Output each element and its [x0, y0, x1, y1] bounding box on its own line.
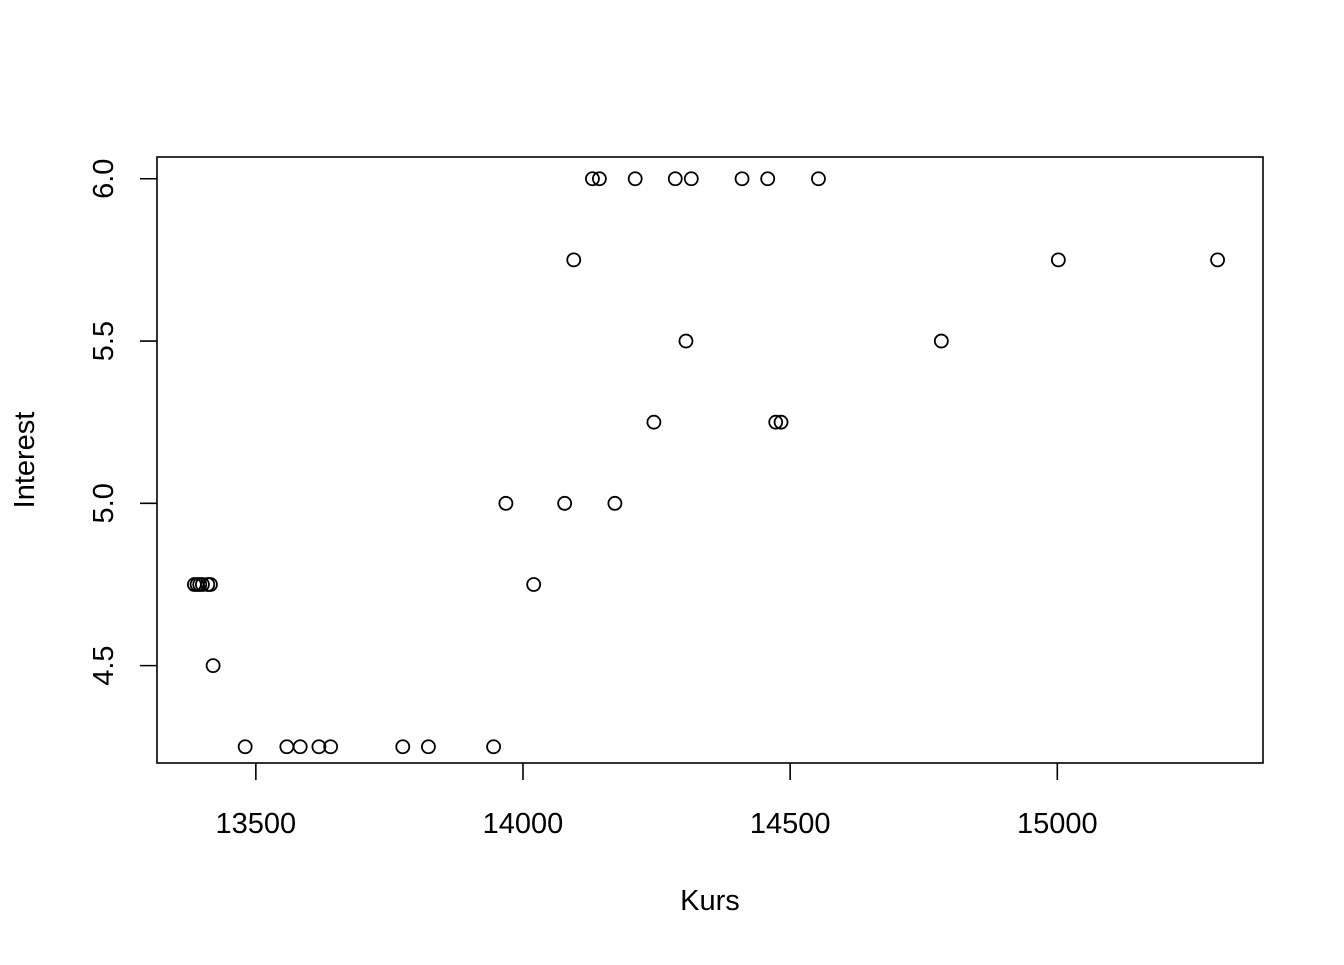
data-point — [667, 171, 683, 187]
data-point — [323, 739, 339, 755]
data-point — [592, 171, 607, 187]
data-point — [683, 171, 699, 187]
y-tick-label: 5.5 — [88, 321, 120, 361]
data-point — [773, 414, 789, 430]
data-point — [566, 252, 582, 268]
data-point — [526, 577, 542, 592]
x-axis: 13500 14000 14500 15000 — [216, 763, 1098, 840]
x-tick-label: 15000 — [1017, 808, 1098, 840]
data-point — [627, 171, 643, 187]
data-point — [811, 171, 826, 187]
data-point — [585, 171, 600, 187]
y-tick-label: 4.5 — [88, 645, 120, 685]
data-point — [421, 739, 436, 755]
y-axis: 4.5 5.0 5.5 6.0 — [88, 159, 157, 686]
x-tick-label: 13500 — [216, 808, 297, 840]
data-point — [760, 171, 776, 187]
data-point — [678, 333, 694, 349]
data-point — [311, 739, 327, 755]
data-point — [734, 171, 750, 187]
y-tick-label: 6.0 — [88, 159, 120, 199]
data-point — [205, 658, 221, 674]
data-points — [187, 171, 1225, 755]
data-point — [933, 333, 949, 349]
data-point — [395, 739, 411, 755]
data-point — [557, 495, 573, 511]
data-point — [498, 495, 514, 511]
data-point — [607, 495, 623, 511]
data-point — [292, 739, 308, 755]
y-axis-label: Interest — [9, 412, 41, 509]
data-point — [1050, 252, 1066, 268]
data-point — [646, 414, 662, 430]
x-tick-label: 14000 — [483, 808, 564, 840]
data-point — [768, 414, 784, 430]
plot-frame — [156, 156, 1264, 764]
data-point — [237, 739, 253, 755]
x-tick-label: 14500 — [750, 808, 831, 840]
y-tick-label: 5.0 — [88, 483, 120, 523]
data-point — [486, 739, 502, 755]
data-point — [1210, 252, 1225, 268]
data-point — [195, 577, 210, 592]
data-point — [203, 577, 218, 592]
x-axis-label: Kurs — [680, 885, 740, 917]
data-point — [279, 739, 295, 755]
